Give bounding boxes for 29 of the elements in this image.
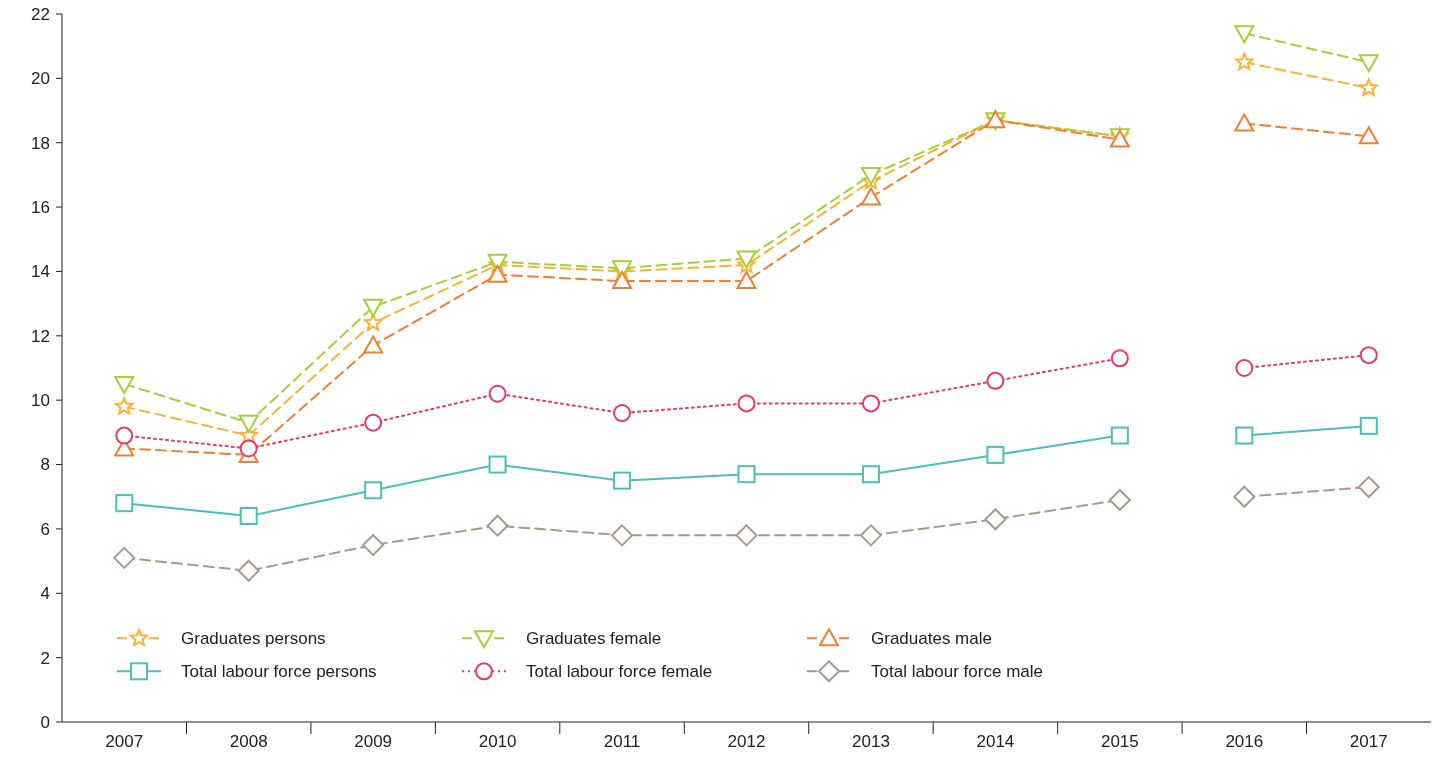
x-tick-label: 2014 (976, 732, 1015, 751)
y-tick-label: 22 (31, 4, 50, 24)
y-tick-label: 20 (31, 69, 50, 89)
legend-label: Graduates male (871, 629, 992, 649)
y-tick-label: 10 (31, 391, 50, 411)
y-tick-label: 18 (31, 133, 50, 153)
y-tick-label: 16 (31, 198, 50, 218)
legend-label: Total labour force persons (181, 662, 377, 682)
legend-label: Graduates persons (181, 629, 326, 649)
legend-label: Graduates female (526, 629, 662, 649)
x-tick-label: 2011 (603, 732, 641, 751)
x-tick-label: 2008 (229, 732, 268, 751)
y-tick-label: 4 (40, 584, 50, 604)
x-tick-label: 2017 (1349, 732, 1388, 751)
y-tick-label: 2 (40, 648, 50, 668)
x-tick-label: 2013 (852, 732, 890, 751)
x-tick-label: 2016 (1225, 732, 1264, 751)
x-tick-label: 2009 (354, 732, 393, 751)
legend-label: Total labour force male (871, 662, 1043, 682)
y-tick-label: 0 (40, 712, 50, 732)
y-tick-label: 12 (31, 326, 50, 346)
x-tick-label: 2012 (727, 732, 766, 751)
legend-label: Total labour force female (526, 662, 713, 682)
y-tick-label: 6 (40, 519, 50, 539)
x-tick-label: 2010 (478, 732, 517, 751)
y-tick-label: 14 (31, 262, 50, 282)
x-tick-label: 2007 (105, 732, 144, 751)
x-tick-label: 2015 (1100, 732, 1139, 751)
y-tick-label: 8 (40, 455, 50, 475)
